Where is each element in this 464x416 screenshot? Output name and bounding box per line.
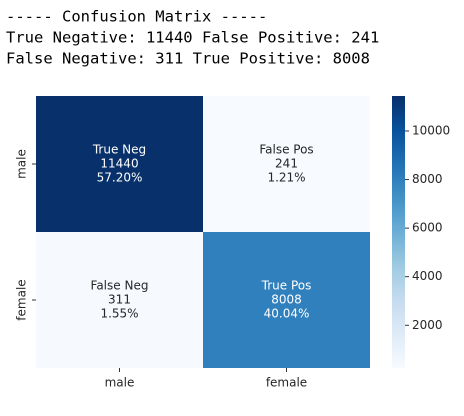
- cell-percent: 40.04%: [264, 307, 310, 321]
- header-title: ----- Confusion Matrix -----: [6, 8, 267, 26]
- cell-value: 241: [275, 157, 298, 171]
- cell: [36, 232, 203, 368]
- cell-value: 8008: [271, 293, 302, 307]
- cell-name: False Pos: [259, 143, 313, 157]
- cell-name: True Neg: [92, 143, 146, 157]
- cell: [203, 232, 370, 368]
- cell-value: 11440: [100, 157, 138, 171]
- cell-value: 311: [108, 293, 131, 307]
- colorbar-tick-label: 6000: [412, 221, 443, 235]
- cell-name: False Neg: [91, 279, 149, 293]
- cell: [203, 96, 370, 232]
- colorbar-tick-label: 4000: [412, 269, 443, 283]
- colorbar-tick-label: 8000: [412, 172, 443, 186]
- x-tick-label: male: [105, 376, 135, 390]
- colorbar-tick-label: 10000: [412, 123, 450, 137]
- header-line: False Negative: 311 True Positive: 8008: [6, 50, 370, 68]
- colorbar-tick-label: 2000: [412, 318, 443, 332]
- y-tick-label: male: [15, 149, 29, 179]
- cell-name: True Pos: [261, 279, 312, 293]
- colorbar: [392, 96, 405, 368]
- y-tick-label: female: [15, 279, 29, 320]
- header-line: True Negative: 11440 False Positive: 241: [6, 29, 379, 47]
- cell-percent: 1.21%: [267, 171, 305, 185]
- x-tick-label: female: [266, 376, 307, 390]
- cell-percent: 1.55%: [100, 307, 138, 321]
- cell-percent: 57.20%: [97, 171, 143, 185]
- cell: [36, 96, 203, 232]
